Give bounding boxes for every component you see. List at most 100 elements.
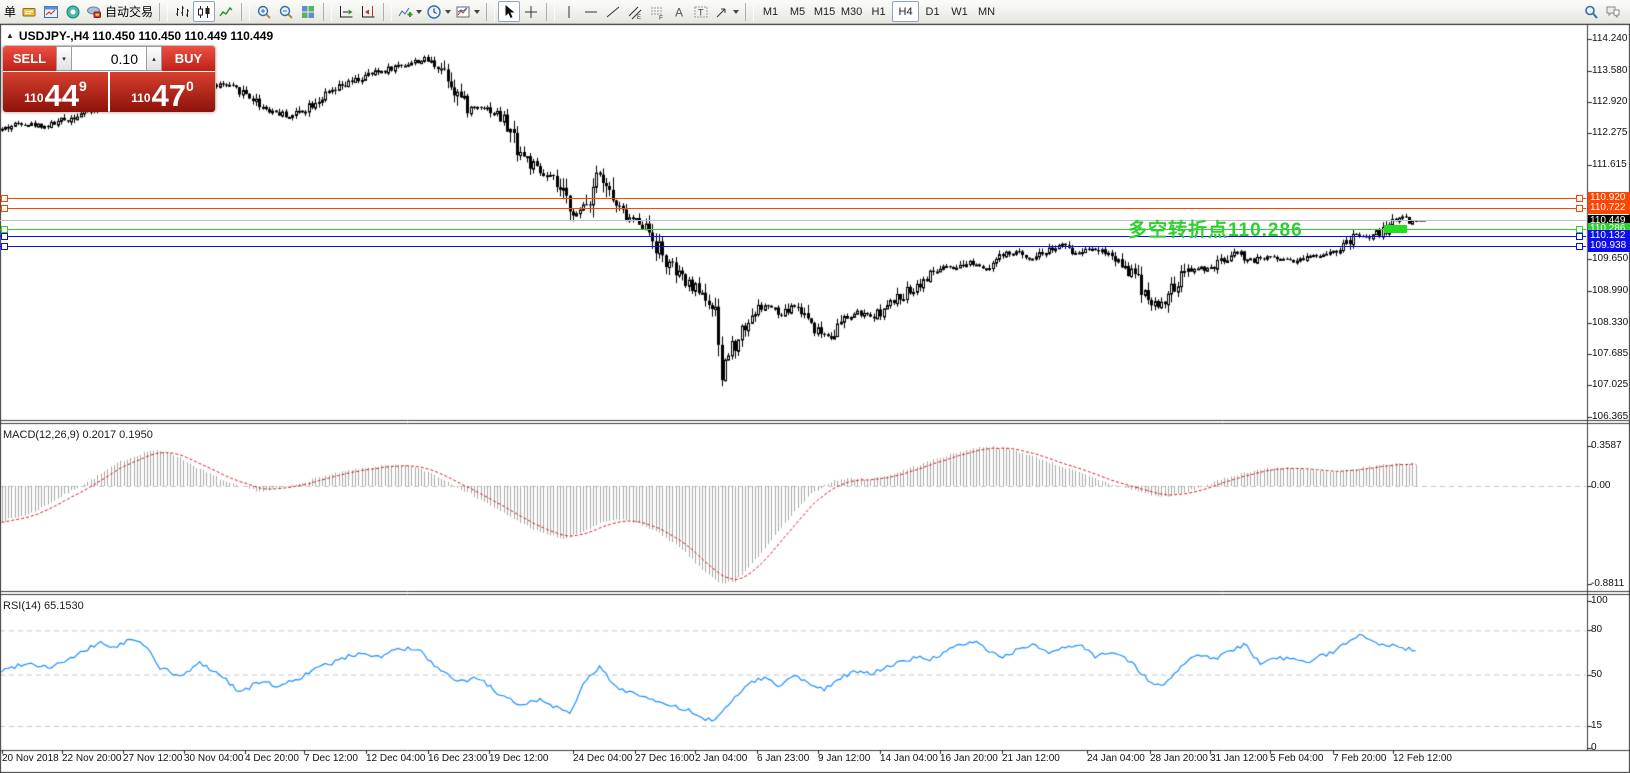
timeframe-D1-button[interactable]: D1 — [919, 1, 946, 22]
sell-button[interactable]: SELL — [3, 46, 56, 71]
line-handle[interactable] — [1, 205, 8, 212]
buy-price[interactable]: 110 47 0 — [110, 72, 215, 112]
dropdown-caret-icon[interactable] — [445, 9, 452, 14]
line-chart-icon — [218, 4, 234, 20]
autotrading-icon — [86, 4, 102, 20]
line-handle[interactable] — [1576, 233, 1583, 240]
vertical-line-icon — [561, 4, 577, 20]
indicators-icon — [397, 4, 413, 20]
bar-chart-icon — [174, 4, 190, 20]
toolbar-separator — [159, 2, 169, 21]
timeframe-M1-button[interactable]: M1 — [757, 1, 784, 22]
horizontal-line-object[interactable] — [0, 198, 1586, 199]
data-window-icon[interactable] — [62, 1, 84, 22]
zoom-in-icon[interactable] — [253, 1, 275, 22]
time-axis-label: 20 Nov 2018 — [2, 753, 59, 764]
dropdown-caret-icon[interactable] — [474, 9, 481, 14]
toolbar-separator — [241, 2, 251, 21]
dropdown-caret-icon[interactable] — [733, 9, 740, 14]
vertical-line-icon[interactable] — [558, 1, 580, 22]
line-handle[interactable] — [1576, 205, 1583, 212]
line-handle[interactable] — [1576, 243, 1583, 250]
volume-increase-button[interactable]: ▴ — [146, 46, 162, 71]
chat-icon[interactable] — [1602, 1, 1624, 22]
timeframe-M30-button[interactable]: M30 — [838, 1, 865, 22]
menu-fragment[interactable]: 单 — [2, 1, 18, 22]
buy-button[interactable]: BUY — [162, 46, 215, 71]
timeframe-W1-button[interactable]: W1 — [946, 1, 973, 22]
equidistant-channel-icon[interactable]: E — [624, 1, 646, 22]
auto-scroll-icon[interactable] — [335, 1, 357, 22]
arrows-icon[interactable] — [712, 1, 741, 22]
new-order-icon — [21, 4, 37, 20]
timeframe-H1-button[interactable]: H1 — [865, 1, 892, 22]
toolbar-separator — [745, 2, 755, 21]
chart-shift-icon[interactable] — [357, 1, 379, 22]
autotrading-icon[interactable]: 自动交易 — [84, 1, 155, 22]
timeframe-H4-button[interactable]: H4 — [892, 1, 920, 22]
price-axis-tick: 107.685 — [1592, 348, 1629, 359]
fibonacci-icon[interactable]: F — [646, 1, 668, 22]
periods-icon[interactable] — [424, 1, 453, 22]
time-axis-label: 7 Dec 12:00 — [304, 753, 358, 764]
templates-icon[interactable] — [453, 1, 482, 22]
tile-windows-icon — [300, 4, 316, 20]
timeframe-M5-button[interactable]: M5 — [784, 1, 811, 22]
horizontal-line-object[interactable] — [0, 220, 1586, 221]
new-order-icon[interactable] — [18, 1, 40, 22]
buy-price-prefix: 110 — [131, 91, 151, 105]
text-label-icon[interactable]: T — [690, 1, 712, 22]
trade-panel-top-row: SELL ▾ ▴ BUY — [3, 46, 215, 71]
buy-price-main: 47 — [151, 78, 187, 113]
horizontal-line-object[interactable] — [0, 208, 1586, 209]
volume-input[interactable] — [72, 46, 146, 71]
line-handle[interactable] — [1, 233, 8, 240]
periods-icon — [426, 4, 442, 20]
trendline-icon[interactable] — [602, 1, 624, 22]
time-axis-label: 7 Feb 20:00 — [1333, 753, 1387, 764]
bar-chart-icon[interactable] — [171, 1, 193, 22]
turning-point-annotation[interactable]: 多空转折点110.286 — [1128, 220, 1303, 241]
crosshair-icon[interactable] — [520, 1, 542, 22]
price-axis-tick: 112.920 — [1592, 96, 1628, 107]
zoom-out-icon[interactable] — [275, 1, 297, 22]
crosshair-icon — [523, 4, 539, 20]
horizontal-line-object[interactable] — [0, 246, 1586, 247]
text-icon[interactable]: A — [668, 1, 690, 22]
candlestick-chart-icon[interactable] — [193, 1, 216, 22]
line-handle[interactable] — [1576, 226, 1583, 233]
cursor-icon[interactable] — [498, 1, 521, 22]
price-axis-tick: 106.365 — [1592, 411, 1629, 422]
market-watch-icon[interactable] — [40, 1, 62, 22]
text-label-icon: T — [693, 4, 709, 20]
dropdown-caret-icon[interactable] — [416, 9, 423, 14]
candlestick-chart-icon — [196, 4, 212, 20]
volume-decrease-button[interactable]: ▾ — [56, 46, 72, 71]
line-handle[interactable] — [1, 243, 8, 250]
arrows-icon — [714, 4, 730, 20]
line-handle[interactable] — [1, 195, 8, 202]
indicators-icon[interactable] — [395, 1, 424, 22]
sell-price-sup: 9 — [79, 78, 87, 94]
toolbar-separator — [383, 2, 393, 21]
search-icon[interactable] — [1580, 1, 1602, 22]
chart-canvas[interactable] — [0, 24, 1630, 773]
time-axis-label: 12 Feb 12:00 — [1393, 753, 1452, 764]
timeframe-MN-button[interactable]: MN — [973, 1, 1000, 22]
horizontal-line-icon[interactable] — [580, 1, 602, 22]
time-axis-label: 27 Dec 16:00 — [635, 753, 695, 764]
turning-point-marker[interactable] — [1384, 225, 1407, 233]
timeframe-M15-button[interactable]: M15 — [811, 1, 838, 22]
line-chart-icon[interactable] — [215, 1, 237, 22]
line-handle[interactable] — [1, 226, 8, 233]
sell-price[interactable]: 110 44 9 — [3, 72, 108, 112]
line-handle[interactable] — [1576, 195, 1583, 202]
horizontal-line-object[interactable] — [0, 229, 1586, 230]
price-tag: 110.920 — [1588, 192, 1630, 204]
text-icon: A — [671, 4, 687, 20]
tile-windows-icon[interactable] — [297, 1, 319, 22]
horizontal-line-object[interactable] — [0, 236, 1586, 237]
rsi-level-label: 15 — [1591, 720, 1603, 731]
collapse-chart-icon[interactable]: ▲ — [6, 31, 14, 40]
